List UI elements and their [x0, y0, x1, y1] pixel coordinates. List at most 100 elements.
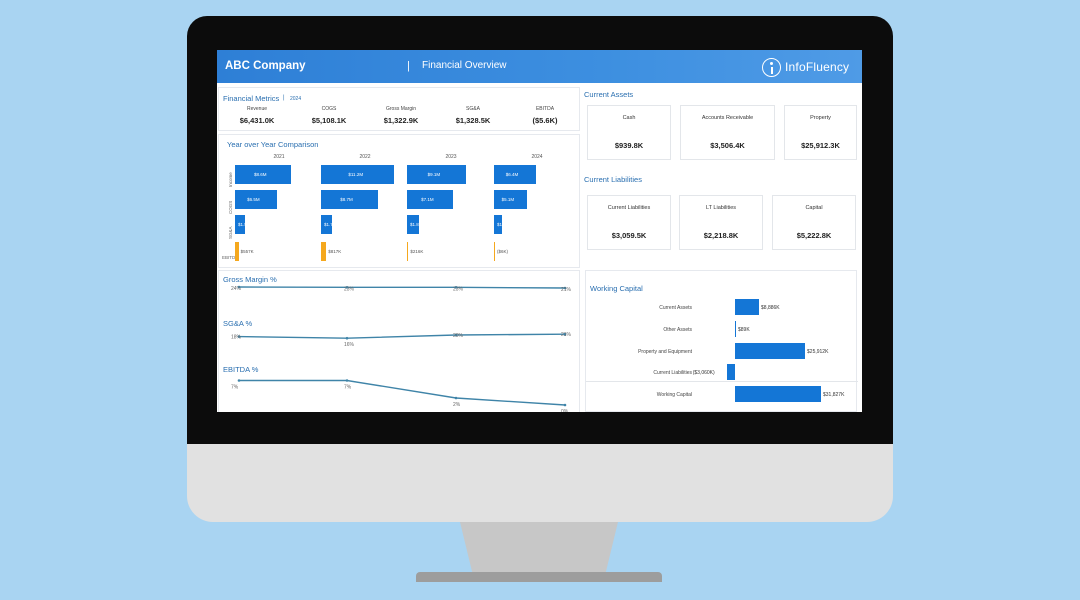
monitor-stand-base	[416, 572, 662, 582]
logo-text: InfoFluency	[785, 60, 850, 74]
card-accounts-receivable: Accounts Receivable $3,506.4K	[680, 105, 775, 160]
yoy-year-label: 2022	[359, 154, 371, 160]
card-label: Current Liabilities	[607, 205, 651, 211]
metric-label: COGS	[321, 106, 337, 112]
yoy-bar	[235, 242, 239, 261]
card-label: Capital	[805, 205, 823, 211]
yoy-year-label: 2021	[273, 154, 285, 160]
card-current-liabilities: Current Liabilities $3,059.5K	[587, 195, 671, 250]
ratio-point	[345, 286, 349, 289]
working-capital-row-label: Other Assets	[663, 327, 692, 333]
yoy-bar	[407, 190, 454, 209]
ratio-label: 21%	[561, 287, 572, 293]
yoy-bar-label: $6.5M	[247, 197, 260, 202]
card-value: $3,059.5K	[611, 231, 647, 240]
ratio-label: 23%	[453, 286, 464, 292]
ratio-label: 21%	[561, 332, 572, 338]
yoy-bar	[321, 190, 378, 209]
ratio-line	[238, 286, 566, 289]
ratio-label: 20%	[453, 333, 464, 339]
metric-revenue: Revenue $6,431.0K	[221, 106, 293, 125]
year-filter[interactable]: 2024	[290, 96, 302, 102]
yoy-year-label: 2023	[445, 154, 457, 160]
current-liabilities-title: Current Liabilities	[584, 175, 642, 184]
yoy-bar	[321, 242, 327, 261]
working-capital-bar	[735, 321, 736, 337]
working-capital-value: $8,886K	[761, 305, 780, 311]
yoy-bar	[407, 165, 467, 184]
metric-ebitda: EBITDA ($5.6K)	[509, 106, 581, 125]
card-label: Accounts Receivable	[701, 115, 754, 121]
info-icon	[762, 57, 781, 77]
ratio-label: 0%	[561, 409, 569, 412]
yoy-bar	[494, 165, 536, 184]
yoy-bar-label: $5.1M	[501, 197, 515, 202]
dashboard-header: ABC Company | Financial Overview InfoFlu…	[217, 50, 862, 83]
yoy-bar-label: $817K	[328, 249, 342, 254]
metric-value: $6,431.0K	[239, 116, 275, 125]
ratio-point	[237, 379, 241, 382]
card-value: $2,218.8K	[703, 231, 739, 240]
card-label: Cash	[622, 115, 636, 121]
ratio-point	[237, 335, 241, 338]
card-label: Property	[810, 115, 831, 121]
ratio-line	[238, 333, 566, 339]
company-name: ABC Company	[225, 60, 306, 72]
ratio-label: 7%	[231, 385, 239, 391]
financial-metrics-panel: Financial Metrics | 2024 Revenue $6,431.…	[218, 87, 580, 131]
working-capital-panel: Working Capital Current Assets $8,886K Oth…	[585, 270, 858, 412]
yoy-bar	[494, 215, 503, 234]
year-separator: |	[283, 95, 285, 101]
yoy-bar	[235, 165, 291, 184]
yoy-bar	[494, 242, 495, 261]
card-value: $25,912.3K	[801, 141, 840, 150]
ratio-point	[454, 333, 458, 337]
working-capital-value: $31,827K	[823, 392, 845, 398]
yoy-bar-label: $1.5M	[238, 222, 251, 227]
yoy-bar-label: $1.8M	[410, 222, 423, 227]
working-capital-value: ($3,060K)	[692, 370, 715, 376]
ratio-label: 7%	[344, 385, 352, 391]
metric-cogs: COGS $5,108.1K	[293, 106, 365, 125]
yoy-bar	[235, 215, 245, 234]
financial-metrics-title: Financial Metrics	[223, 94, 280, 103]
metric-sga: SG&A $1,328.5K	[437, 106, 509, 125]
yoy-bar	[321, 165, 394, 184]
metric-label: Revenue	[246, 106, 267, 112]
working-capital-value: $89K	[738, 327, 750, 333]
ratio-point	[563, 286, 567, 290]
current-assets-title: Current Assets	[584, 90, 634, 99]
card-property: Property $25,912.3K	[784, 105, 857, 160]
ratio-point	[237, 285, 241, 289]
yoy-bar-label: $1.7M	[324, 222, 337, 227]
working-capital-bar	[735, 343, 806, 359]
yoy-bar-label: $1.3M	[497, 222, 510, 227]
card-lt-liabilities: LT Liabilities $2,218.8K	[679, 195, 763, 250]
header-separator: |	[407, 60, 410, 72]
card-label: LT Liabilities	[705, 205, 737, 211]
dashboard-title: Financial Overview	[422, 60, 507, 71]
card-value: $3,506.4K	[710, 141, 745, 150]
ratio-point	[345, 379, 349, 382]
working-capital-bar	[735, 299, 759, 315]
yoy-bar	[321, 215, 333, 234]
ratio-line-charts: 24% 23% 23% 21% 18% 16% 20% 21% 7% 7% 2% 0%	[231, 285, 572, 412]
card-value: $5,222.8K	[796, 231, 832, 240]
ratio-line	[239, 379, 566, 406]
working-capital-row-label: Working Capital	[656, 392, 692, 398]
yoy-bar-label: $216K	[410, 249, 424, 254]
yoy-bar-label: $557K	[240, 249, 254, 254]
yoy-row-label: SG&A	[228, 226, 233, 239]
metric-value: ($5.6K)	[532, 116, 558, 125]
working-capital-row-label: Current Assets	[659, 305, 692, 311]
ratio-point	[563, 403, 567, 407]
yoy-row-label: EBITDA	[222, 255, 239, 260]
metric-label: Gross Margin	[385, 106, 416, 112]
card-cash: Cash $939.8K	[587, 105, 671, 160]
metric-gross-margin: Gross Margin $1,322.9K	[365, 106, 437, 125]
card-capital: Capital $5,222.8K	[772, 195, 856, 250]
yoy-row-label: Income	[228, 172, 233, 187]
yoy-bar	[407, 215, 419, 234]
ratio-point	[345, 336, 349, 340]
yoy-bar-label: $8.6M	[253, 172, 267, 177]
